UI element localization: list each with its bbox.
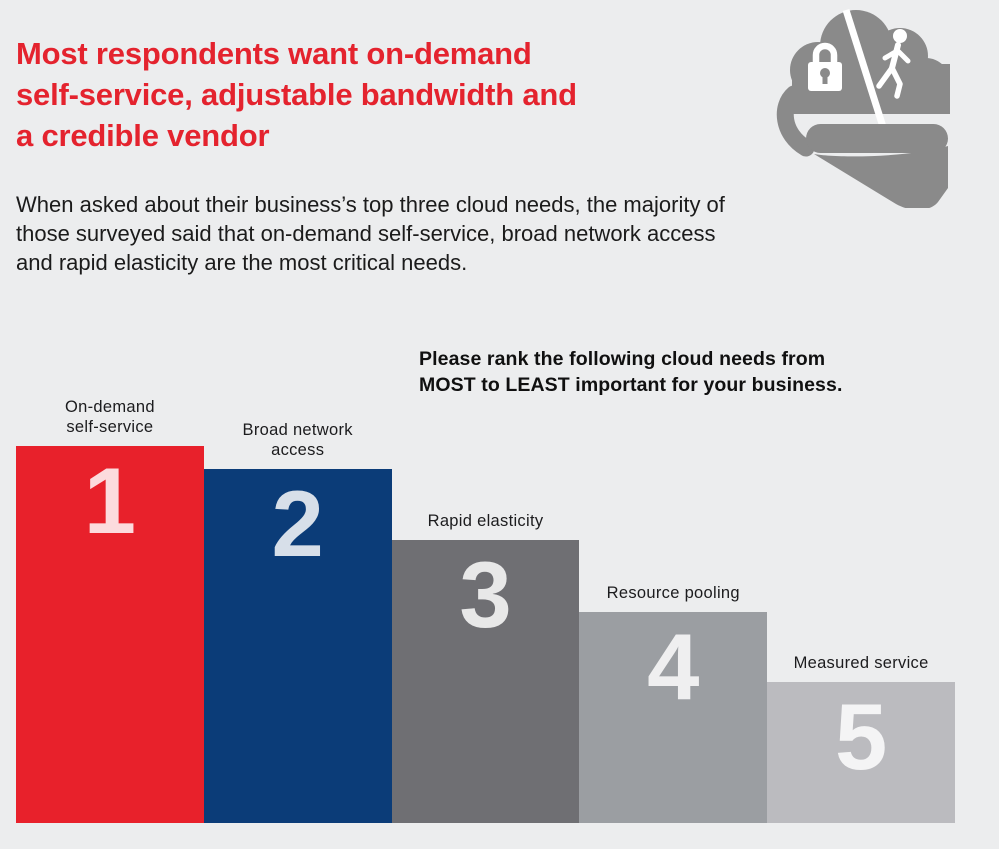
chart-question-line-1: Please rank the following cloud needs fr… (419, 348, 826, 370)
bar-label: Broad network access (242, 421, 353, 459)
bar-rank-number: 3 (459, 542, 512, 647)
bar-column-2: Broad network access 2 (203, 397, 392, 823)
cloud-icon (790, 10, 950, 114)
bar-label: Resource pooling (606, 584, 740, 602)
intro-paragraph: When asked about their business’s top th… (16, 190, 725, 277)
intro-line-2: those surveyed said that on-demand self-… (16, 221, 716, 246)
bar-column-4: Resource pooling 4 (579, 397, 768, 823)
bar-rank-number: 4 (647, 614, 700, 719)
bar-label: On-demand self-service (64, 398, 155, 436)
page-title: Most respondents want on-demand self-ser… (16, 33, 577, 156)
hand-cloud-svg (776, 8, 950, 208)
bar-rank-number: 2 (271, 471, 324, 576)
bar-rank-number: 1 (83, 448, 137, 553)
hand-icon (776, 85, 948, 208)
bar-rank-5: 5 (767, 682, 955, 823)
bar-rank-number: 5 (834, 684, 888, 789)
bar-rank-2: 2 (203, 469, 392, 823)
bar-column-5: Measured service 5 (767, 397, 955, 823)
bar-rank-1: 1 (16, 446, 204, 823)
bar-rank-4: 4 (579, 612, 768, 823)
bar-column-1: On-demand self-service 1 (16, 397, 204, 823)
bar-rank-3: 3 (391, 540, 580, 823)
bar-chart: On-demand self-service 1 Broad network acces… (16, 397, 955, 823)
page-title-line-2: self-service, adjustable bandwidth and (16, 77, 577, 112)
slash-divider-line (842, 8, 888, 132)
walking-person-icon (876, 29, 911, 99)
chart-question-title: Please rank the following cloud needs fr… (419, 346, 842, 398)
hand-holding-cloud-icon (776, 6, 968, 208)
bar-label: Measured service (793, 654, 929, 672)
lock-icon (808, 42, 842, 91)
intro-line-1: When asked about their business’s top th… (16, 192, 725, 217)
intro-line-3: and rapid elasticity are the most critic… (16, 250, 468, 275)
chart-question-line-2: MOST to LEAST important for your busines… (419, 374, 843, 396)
bar-column-3: Rapid elasticity 3 (391, 397, 580, 823)
bar-label: Rapid elasticity (427, 512, 544, 530)
page-title-line-3: a credible vendor (16, 118, 270, 153)
page-title-line-1: Most respondents want on-demand (16, 36, 532, 71)
